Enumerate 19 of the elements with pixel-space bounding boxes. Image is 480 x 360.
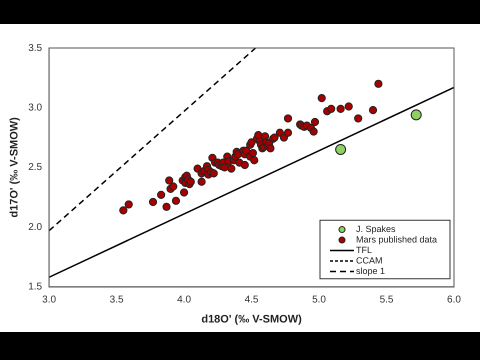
x-tick-label: 3.0 — [42, 294, 56, 306]
x-tick-label: 5.5 — [380, 294, 394, 306]
legend-label: J. Spakes — [356, 224, 396, 234]
legend-label: CCAM — [356, 256, 382, 266]
x-tick-label: 6.0 — [447, 294, 462, 306]
legend-label: TFL — [356, 245, 372, 256]
legend-label: slope 1 — [356, 266, 386, 276]
x-tick-label: 4.0 — [177, 294, 192, 306]
y-tick-label: 2.5 — [28, 162, 43, 174]
x-tick-label: 5.0 — [312, 294, 326, 306]
y-tick-label: 3.5 — [28, 42, 43, 54]
x-tick-label: 3.5 — [110, 294, 124, 306]
y-tick-label: 1.5 — [28, 282, 43, 293]
y-tick-label: 3.0 — [28, 102, 43, 114]
y-axis-title: d17O' (‰ V-SMOW) — [8, 116, 21, 218]
y-tick-label: 2.0 — [28, 222, 43, 233]
x-tick-label: 4.5 — [244, 294, 259, 306]
x-axis-title: d18O' (‰ V-SMOW) — [201, 313, 302, 326]
legend-label: Mars published data — [356, 234, 438, 245]
